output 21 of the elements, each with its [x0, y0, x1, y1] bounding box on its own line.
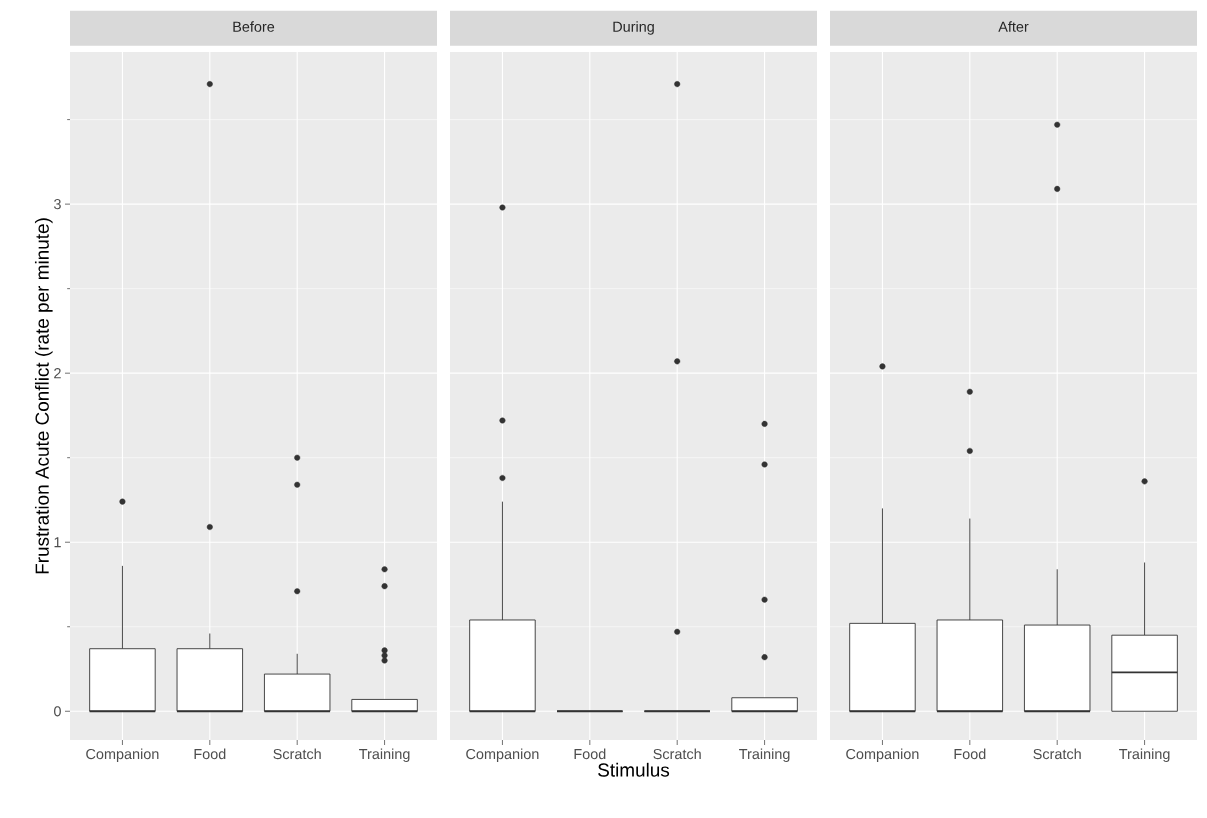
- x-tick-label: Training: [1119, 748, 1170, 762]
- x-tick-label: Training: [739, 748, 790, 762]
- x-tick-label: Food: [194, 748, 226, 760]
- y-axis-title: Frustration Acute Conflict (rate per minute): [34, 218, 53, 574]
- x-tick-label: Training: [359, 748, 410, 762]
- x-tick-label: Companion: [466, 748, 539, 762]
- x-tick-label: Food: [574, 748, 606, 760]
- chart-title: Before: [233, 21, 275, 32]
- x-tick-label: Companion: [86, 748, 159, 762]
- x-tick-label: Scratch: [1033, 748, 1081, 760]
- y-tick-label: 3: [53, 199, 61, 210]
- y-tick-label: 0: [54, 706, 61, 717]
- x-tick-label: Companion: [846, 748, 919, 762]
- x-axis-title: Stimulus: [598, 762, 670, 777]
- x-tick-label: Scratch: [653, 748, 701, 760]
- x-tick-label: Scratch: [273, 748, 321, 760]
- chart-title: During: [613, 21, 654, 35]
- chart-title: After: [998, 21, 1029, 32]
- x-tick-label: Food: [954, 748, 986, 760]
- y-tick-label: 1: [54, 537, 61, 548]
- y-tick-label: 2: [54, 368, 61, 379]
